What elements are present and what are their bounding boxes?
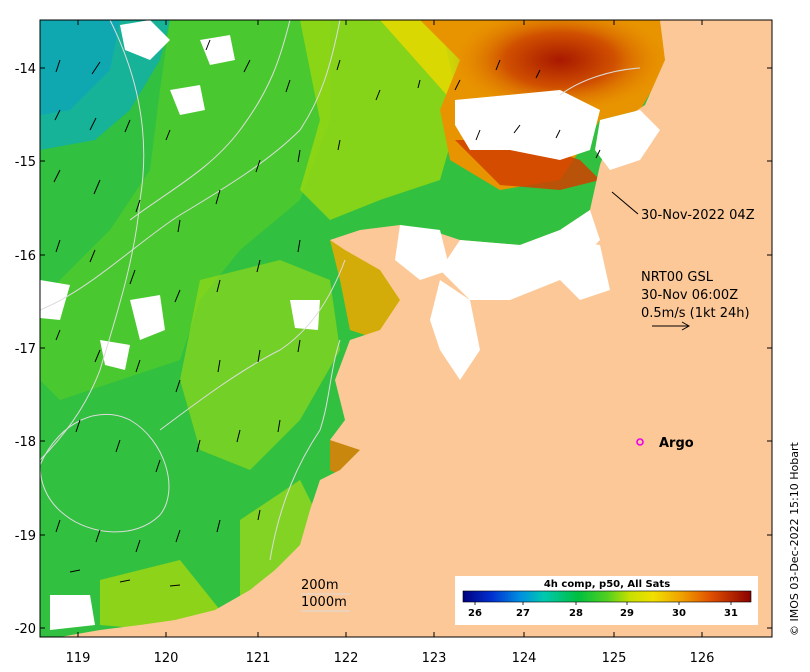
x-tick-label: 122	[334, 651, 359, 666]
y-tick-label: -15	[15, 155, 36, 170]
argo-label: Argo	[659, 436, 694, 451]
x-tick-label: 119	[66, 651, 91, 666]
y-tick-label: -16	[15, 249, 36, 264]
y-tick-label: -20	[15, 622, 36, 637]
bathymetry-contours	[40, 20, 641, 561]
colorbar-tick: 27	[516, 608, 530, 619]
y-axis: -14 -15 -16 -17 -18 -19 -20	[15, 62, 772, 637]
sst-time-leader	[611, 191, 639, 215]
colorbar: 4h comp, p50, All Sats 26 27 28 29 30 31	[455, 576, 758, 625]
colorbar-title: 4h comp, p50, All Sats	[544, 579, 670, 590]
x-tick-label: 126	[690, 651, 715, 666]
current-product-label: NRT00 GSL	[641, 270, 714, 285]
sst-mid-region	[300, 20, 460, 220]
y-tick-label: -14	[15, 62, 36, 77]
argo-marker	[636, 438, 644, 446]
x-tick-label: 121	[246, 651, 271, 666]
current-time-label: 30-Nov 06:00Z	[641, 288, 738, 303]
colorbar-tick: 28	[569, 608, 583, 619]
colorbar-gradient	[462, 590, 752, 603]
x-tick-label: 120	[154, 651, 179, 666]
plot-frame	[39, 19, 773, 638]
x-tick-label: 124	[512, 651, 537, 666]
contour-1000-label: 1000m	[301, 595, 347, 610]
current-scale-arrow	[652, 321, 691, 331]
y-tick-label: -19	[15, 529, 36, 544]
y-tick-label: -18	[15, 435, 36, 450]
colorbar-tick: 29	[620, 608, 634, 619]
no-data-cloud	[455, 90, 600, 160]
x-tick-label: 125	[602, 651, 627, 666]
land-mass	[60, 20, 772, 637]
colorbar-tick: 26	[468, 608, 482, 619]
contour-200-label: 200m	[301, 578, 338, 593]
y-tick-label: -17	[15, 342, 36, 357]
plot-area	[40, 20, 772, 637]
x-axis: 119 120 121 122 123 124 125 126	[66, 20, 715, 666]
credit-text: © IMOS 03-Dec-2022 15:10 Hobart	[788, 441, 801, 636]
current-arrows	[53, 39, 601, 587]
x-tick-label: 123	[422, 651, 447, 666]
colorbar-tick: 30	[672, 608, 686, 619]
colorbar-tick: 31	[724, 608, 738, 619]
current-scale-label: 0.5m/s (1kt 24h)	[641, 306, 750, 321]
sst-time-label: 30-Nov-2022 04Z	[641, 208, 755, 223]
